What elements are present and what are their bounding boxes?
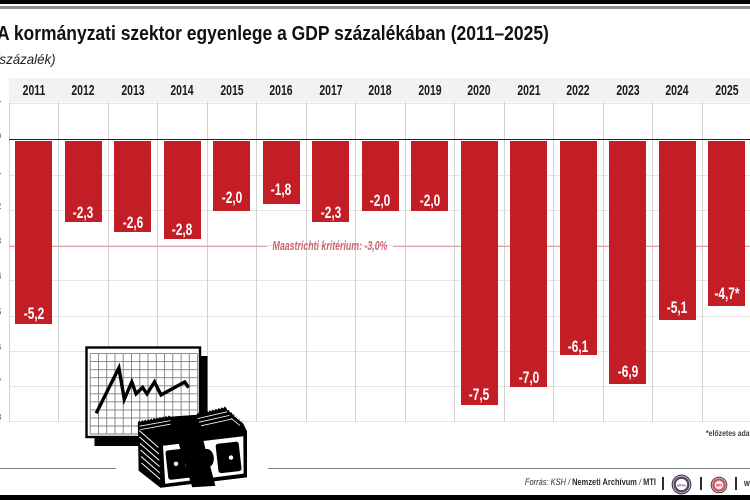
svg-text:MTVA: MTVA xyxy=(677,483,686,487)
svg-text:MTI: MTI xyxy=(716,483,722,487)
